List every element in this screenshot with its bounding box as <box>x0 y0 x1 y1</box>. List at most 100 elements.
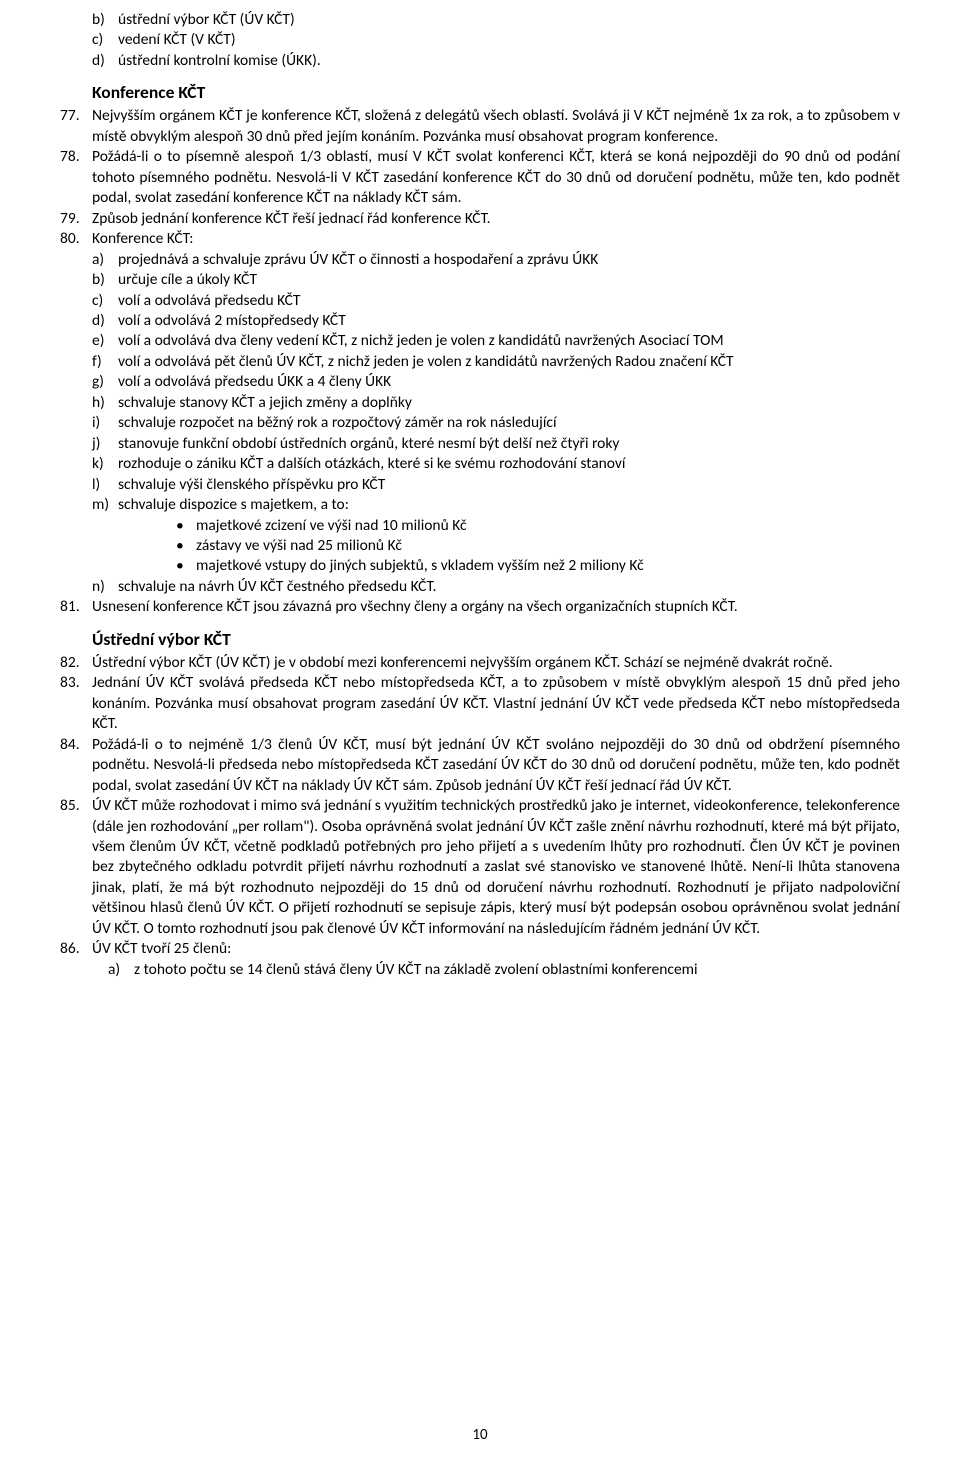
sub-item: e)volí a odvolává dva členy vedení KČT, … <box>92 331 900 351</box>
marker: i) <box>92 413 118 433</box>
text: Konference KČT: <box>92 229 900 249</box>
sub-item: b)určuje cíle a úkoly KČT <box>92 270 900 290</box>
text: Požádá-li o to nejméně 1/3 členů ÚV KČT,… <box>92 735 900 796</box>
marker: f) <box>92 352 118 372</box>
marker: 84. <box>60 735 92 796</box>
text: určuje cíle a úkoly KČT <box>118 270 900 290</box>
bullet-item: •majetkové vstupy do jiných subjektů, s … <box>176 556 900 576</box>
marker: 83. <box>60 673 92 734</box>
bullet-icon: • <box>176 556 196 576</box>
text: zástavy ve výši nad 25 milionů Kč <box>196 536 402 556</box>
text: volí a odvolává pět členů ÚV KČT, z nich… <box>118 352 900 372</box>
numbered-item: 82.Ústřední výbor KČT (ÚV KČT) je v obdo… <box>60 653 900 673</box>
marker: c) <box>92 291 118 311</box>
text: stanovuje funkční období ústředních orgá… <box>118 434 900 454</box>
marker: c) <box>92 30 118 50</box>
marker: j) <box>92 434 118 454</box>
text: volí a odvolává předsedu KČT <box>118 291 900 311</box>
sub-item: g)volí a odvolává předsedu ÚKK a 4 členy… <box>92 372 900 392</box>
marker: 80. <box>60 229 92 249</box>
pre-item: c) vedení KČT (V KČT) <box>92 30 900 50</box>
numbered-item: 80. Konference KČT: <box>60 229 900 249</box>
bullet-icon: • <box>176 516 196 536</box>
text: ÚV KČT tvoří 25 členů: <box>92 939 900 959</box>
text: schvaluje výši členského příspěvku pro K… <box>118 475 900 495</box>
text: majetkové zcizení ve výši nad 10 milionů… <box>196 516 467 536</box>
numbered-item: 83.Jednání ÚV KČT svolává předseda KČT n… <box>60 673 900 734</box>
sub-item-n: n)schvaluje na návrh ÚV KČT čestného pře… <box>92 577 900 597</box>
marker: a) <box>92 250 118 270</box>
text: ÚV KČT může rozhodovat i mimo svá jednán… <box>92 796 900 939</box>
marker: n) <box>92 577 118 597</box>
numbered-list-1: 77. Nejvyšším orgánem KČT je konference … <box>60 106 900 249</box>
text: Požádá-li o to písemně alespoň 1/3 oblas… <box>92 147 900 208</box>
bullet-item: •majetkové zcizení ve výši nad 10 milion… <box>176 516 900 536</box>
marker: b) <box>92 10 118 30</box>
text: projednává a schvaluje zprávu ÚV KČT o č… <box>118 250 900 270</box>
sub-item: j)stanovuje funkční období ústředních or… <box>92 434 900 454</box>
text: ústřední kontrolní komise (ÚKK). <box>118 51 900 71</box>
marker: h) <box>92 393 118 413</box>
text: schvaluje stanovy KČT a jejich změny a d… <box>118 393 900 413</box>
numbered-list-2: 82.Ústřední výbor KČT (ÚV KČT) je v obdo… <box>60 653 900 960</box>
bullet-icon: • <box>176 536 196 556</box>
text: Nejvyšším orgánem KČT je konference KČT,… <box>92 106 900 147</box>
marker: g) <box>92 372 118 392</box>
text: schvaluje dispozice s majetkem, a to: <box>118 495 900 515</box>
text: Usnesení konference KČT jsou závazná pro… <box>92 597 900 617</box>
sub-list-80: a)projednává a schvaluje zprávu ÚV KČT o… <box>60 250 900 516</box>
sub-item: d)volí a odvolává 2 místopředsedy KČT <box>92 311 900 331</box>
pre-item: b) ústřední výbor KČT (ÚV KČT) <box>92 10 900 30</box>
marker: m) <box>92 495 118 515</box>
marker: a) <box>108 960 134 980</box>
text: rozhoduje o zániku KČT a dalších otázkác… <box>118 454 900 474</box>
marker: k) <box>92 454 118 474</box>
sub-item: m)schvaluje dispozice s majetkem, a to: <box>92 495 900 515</box>
sub-item: h)schvaluje stanovy KČT a jejich změny a… <box>92 393 900 413</box>
numbered-item: 77. Nejvyšším orgánem KČT je konference … <box>60 106 900 147</box>
sub-item-86a: a) z tohoto počtu se 14 členů stává člen… <box>108 960 900 980</box>
section-heading-uv: Ústřední výbor KČT <box>92 628 900 651</box>
text: volí a odvolává 2 místopředsedy KČT <box>118 311 900 331</box>
text: Jednání ÚV KČT svolává předseda KČT nebo… <box>92 673 900 734</box>
numbered-item: 85.ÚV KČT může rozhodovat i mimo svá jed… <box>60 796 900 939</box>
text: Ústřední výbor KČT (ÚV KČT) je v období … <box>92 653 900 673</box>
text: volí a odvolává předsedu ÚKK a 4 členy Ú… <box>118 372 900 392</box>
bullet-list: •majetkové zcizení ve výši nad 10 milion… <box>60 516 900 577</box>
section-heading-konference: Konference KČT <box>92 81 900 104</box>
marker: l) <box>92 475 118 495</box>
numbered-item: 86.ÚV KČT tvoří 25 členů: <box>60 939 900 959</box>
marker: 86. <box>60 939 92 959</box>
text: ústřední výbor KČT (ÚV KČT) <box>118 10 900 30</box>
text: schvaluje rozpočet na běžný rok a rozpoč… <box>118 413 900 433</box>
marker: d) <box>92 311 118 331</box>
marker: 78. <box>60 147 92 208</box>
marker: 85. <box>60 796 92 939</box>
numbered-item: 81. Usnesení konference KČT jsou závazná… <box>60 597 900 617</box>
text: majetkové vstupy do jiných subjektů, s v… <box>196 556 644 576</box>
sub-item: i)schvaluje rozpočet na běžný rok a rozp… <box>92 413 900 433</box>
marker: e) <box>92 331 118 351</box>
text: vedení KČT (V KČT) <box>118 30 900 50</box>
marker: 77. <box>60 106 92 147</box>
marker: 82. <box>60 653 92 673</box>
pre-list: b) ústřední výbor KČT (ÚV KČT) c) vedení… <box>60 10 900 71</box>
text: volí a odvolává dva členy vedení KČT, z … <box>118 331 900 351</box>
sub-item: f)volí a odvolává pět členů ÚV KČT, z ni… <box>92 352 900 372</box>
page-number: 10 <box>0 1426 960 1446</box>
marker: d) <box>92 51 118 71</box>
sub-item: c)volí a odvolává předsedu KČT <box>92 291 900 311</box>
text: schvaluje na návrh ÚV KČT čestného předs… <box>118 577 900 597</box>
numbered-item: 84.Požádá-li o to nejméně 1/3 členů ÚV K… <box>60 735 900 796</box>
numbered-item: 78. Požádá-li o to písemně alespoň 1/3 o… <box>60 147 900 208</box>
marker: b) <box>92 270 118 290</box>
marker: 79. <box>60 209 92 229</box>
text: z tohoto počtu se 14 členů stává členy Ú… <box>134 960 900 980</box>
numbered-item: 79. Způsob jednání konference KČT řeší j… <box>60 209 900 229</box>
sub-item: l)schvaluje výši členského příspěvku pro… <box>92 475 900 495</box>
sub-item: a)projednává a schvaluje zprávu ÚV KČT o… <box>92 250 900 270</box>
pre-item: d) ústřední kontrolní komise (ÚKK). <box>92 51 900 71</box>
text: Způsob jednání konference KČT řeší jedna… <box>92 209 900 229</box>
sub-item: k)rozhoduje o zániku KČT a dalších otázk… <box>92 454 900 474</box>
marker: 81. <box>60 597 92 617</box>
